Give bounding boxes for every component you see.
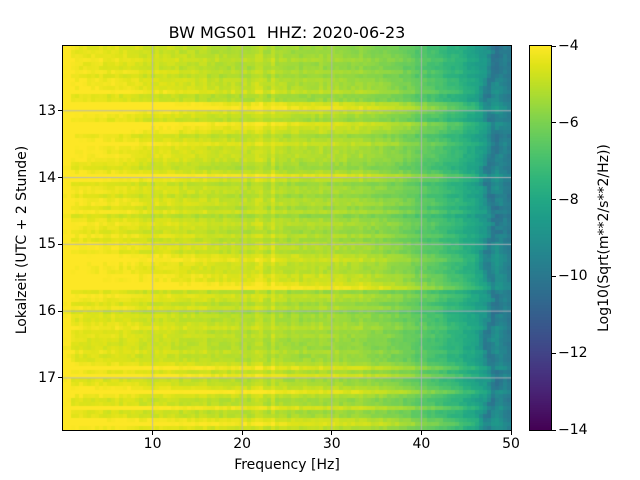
colorbar-tick-label: −6 — [558, 114, 579, 131]
colorbar-tick-mark — [552, 352, 556, 354]
colorbar-tick-mark — [552, 429, 556, 431]
plot-area — [62, 45, 512, 431]
colorbar-tick-label: −14 — [558, 422, 588, 438]
x-tick-mark — [152, 431, 154, 435]
x-tick-label: 40 — [412, 436, 431, 452]
x-tick-label: 30 — [322, 436, 341, 452]
colorbar-tick-label: −8 — [558, 191, 579, 208]
colorbar-tick-mark — [552, 122, 556, 124]
x-tick-mark — [510, 431, 512, 435]
x-tick-mark — [420, 431, 422, 435]
y-tick-label: 16 — [38, 303, 56, 320]
colorbar-tick-mark — [552, 45, 556, 47]
colorbar-tick-label: −12 — [558, 345, 588, 362]
colorbar-tick-label: −10 — [558, 268, 588, 285]
y-tick-label: 17 — [38, 369, 56, 386]
x-tick-label: 10 — [143, 436, 162, 452]
x-axis-label: Frequency [Hz] — [234, 457, 340, 473]
x-tick-label: 50 — [502, 436, 520, 452]
colorbar-tick-mark — [552, 275, 556, 277]
y-tick-mark — [58, 243, 62, 245]
y-tick-mark — [58, 377, 62, 379]
y-tick-label: 15 — [38, 236, 56, 253]
colorbar-gradient — [530, 46, 551, 430]
colorbar-tick-label: −4 — [558, 38, 579, 54]
y-tick-mark — [58, 110, 62, 112]
y-tick-label: 13 — [38, 102, 56, 119]
colorbar — [529, 45, 552, 431]
x-tick-label: 20 — [233, 436, 252, 452]
colorbar-tick-mark — [552, 199, 556, 201]
y-tick-mark — [58, 177, 62, 179]
x-tick-mark — [241, 431, 243, 435]
x-tick-mark — [331, 431, 333, 435]
colorbar-label: Log10(Sqrt(m**2/s**2/Hz)) — [596, 144, 612, 332]
y-tick-label: 14 — [38, 169, 56, 186]
plot-title: BW MGS01 HHZ: 2020-06-23 — [168, 23, 406, 42]
spectrogram-image — [63, 46, 511, 430]
y-tick-mark — [58, 310, 62, 312]
